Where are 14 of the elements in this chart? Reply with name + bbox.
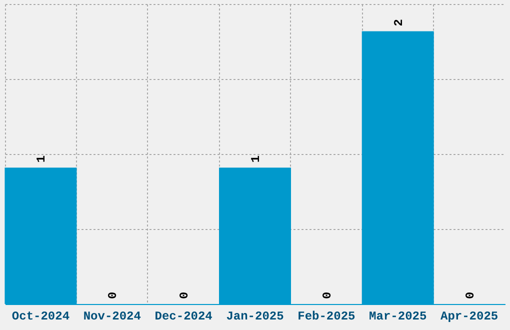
x-tick-label: Mar-2025: [369, 310, 427, 324]
x-tick-label: Apr-2025: [440, 310, 498, 324]
data-label: 2: [392, 19, 406, 26]
data-label: 1: [249, 155, 263, 163]
data-label: 0: [178, 292, 192, 299]
data-label: 0: [463, 292, 478, 299]
x-tick-label: Oct-2024: [12, 310, 70, 324]
x-tick-label: Feb-2025: [298, 310, 356, 324]
x-tick-label: Jan-2025: [226, 310, 284, 324]
x-tick-label: Nov-2024: [83, 310, 141, 324]
data-label: 0: [320, 292, 334, 299]
data-label: 1: [34, 155, 49, 163]
x-tick-label: Dec-2024: [154, 310, 212, 324]
data-label: 0: [106, 292, 120, 299]
